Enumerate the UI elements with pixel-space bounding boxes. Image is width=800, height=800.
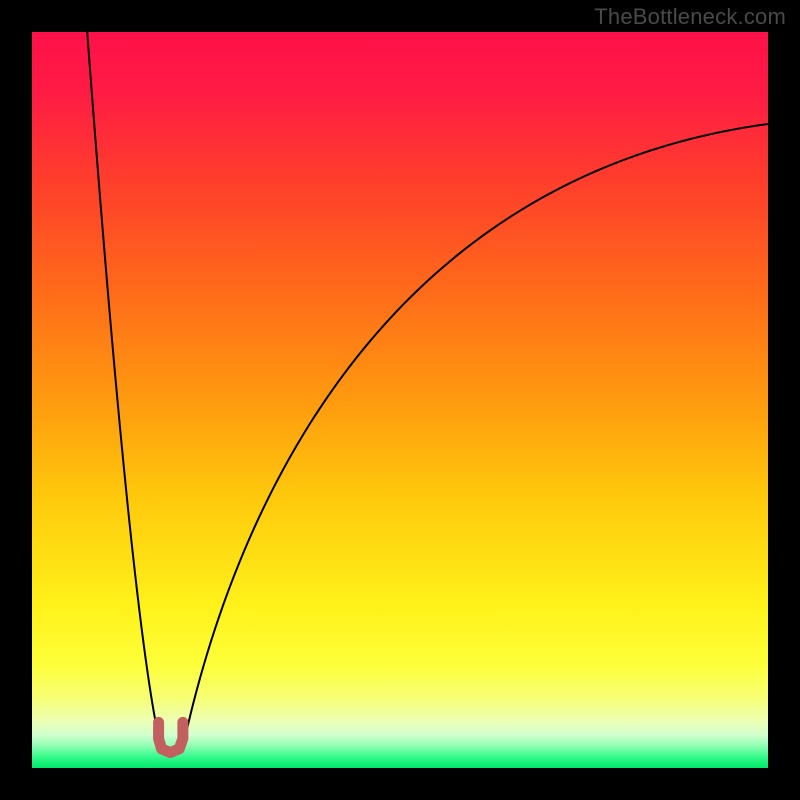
curve-layer bbox=[32, 32, 768, 768]
figure-root: TheBottleneck.com bbox=[0, 0, 800, 800]
curve-right-branch bbox=[183, 124, 768, 747]
curve-left-branch bbox=[87, 32, 161, 747]
valley-u-marker bbox=[159, 722, 183, 752]
watermark-text: TheBottleneck.com bbox=[594, 4, 786, 30]
plot-area bbox=[32, 32, 768, 768]
